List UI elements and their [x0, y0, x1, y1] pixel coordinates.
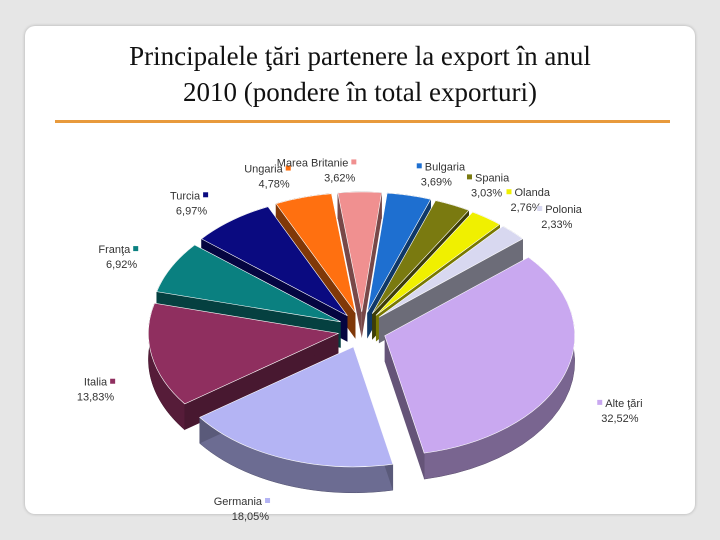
- legend-swatch-marea-britanie: [351, 159, 357, 165]
- slice-marea-britanie: [337, 191, 382, 313]
- label-name-polonia: Polonia: [545, 204, 583, 216]
- slice-italia: [148, 302, 340, 405]
- label-bulgaria: Bulgaria 3,69%: [416, 161, 466, 188]
- label-value-spania: 3,03%: [471, 187, 502, 199]
- slice-spania: [371, 200, 470, 314]
- label-value-marea-britanie: 3,62%: [324, 172, 355, 184]
- label-ungaria: Ungaria 4,78%: [244, 164, 291, 191]
- label-name-alte-tari: Alte ţări: [605, 398, 642, 410]
- slice-turcia: [200, 206, 348, 316]
- label-name-germania: Germania: [214, 496, 263, 508]
- title-line-2: 2010 (pondere în total exporturi): [183, 77, 537, 107]
- slice-cut-marea-britanie-0: [337, 192, 362, 339]
- label-value-alte-tari: 32,52%: [601, 413, 639, 425]
- label-value-turcia: 6,97%: [176, 205, 207, 217]
- label-name-italia: Italia: [84, 377, 108, 389]
- legend-swatch-alte-tari: [597, 399, 603, 405]
- label-marea-britanie: Marea Britanie 3,62%: [277, 157, 357, 184]
- slice-bulgaria: [366, 192, 432, 313]
- label-name-olanda: Olanda: [514, 187, 550, 199]
- label-value-germania: 18,05%: [232, 511, 270, 523]
- title-divider: [55, 120, 670, 123]
- label-germania: Germania 18,05%: [214, 496, 271, 523]
- slice-olanda: [375, 211, 501, 316]
- slice-cut-alte-tari-1: [384, 335, 425, 480]
- slice-alte-tari: [384, 256, 576, 454]
- label-franta: Franţa 6,92%: [98, 244, 139, 271]
- legend-swatch-franta: [133, 246, 139, 252]
- slice-polonia: [378, 225, 524, 318]
- label-olanda: Olanda 2,76%: [506, 187, 551, 214]
- title-line-1: Principalele ţări partenere la export în…: [129, 41, 591, 71]
- slice-cut-italia-0: [184, 333, 339, 430]
- label-value-polonia: 2,33%: [541, 219, 572, 231]
- legend-swatch-polonia: [537, 205, 543, 211]
- label-italia: Italia 13,83%: [77, 377, 116, 404]
- slice-germania: [199, 346, 394, 468]
- legend-swatch-italia: [110, 378, 116, 384]
- slice-ungaria: [275, 193, 356, 313]
- label-value-franta: 6,92%: [106, 259, 137, 271]
- legend-swatch-ungaria: [285, 165, 291, 171]
- label-name-bulgaria: Bulgaria: [425, 161, 466, 173]
- label-name-turcia: Turcia: [170, 190, 201, 202]
- legend-swatch-olanda: [506, 189, 512, 195]
- legend-swatch-germania: [265, 497, 271, 503]
- slide-title: Principalele ţări partenere la export în…: [25, 38, 695, 110]
- slice-cut-marea-britanie-1: [361, 192, 382, 339]
- slice-franta: [156, 244, 341, 323]
- label-polonia: Polonia 2,33%: [537, 204, 583, 231]
- label-value-bulgaria: 3,69%: [421, 176, 452, 188]
- label-value-italia: 13,83%: [77, 392, 115, 404]
- label-name-franta: Franţa: [98, 244, 131, 256]
- legend-swatch-bulgaria: [416, 163, 422, 169]
- label-name-spania: Spania: [475, 172, 510, 184]
- label-value-ungaria: 4,78%: [259, 179, 290, 191]
- label-name-ungaria: Ungaria: [244, 164, 283, 176]
- legend-swatch-turcia: [203, 192, 209, 198]
- label-spania: Spania 3,03%: [466, 172, 510, 199]
- slice-cut-polonia-1: [378, 238, 523, 344]
- label-alte-tari: Alte ţări 32,52%: [597, 398, 643, 425]
- label-turcia: Turcia 6,97%: [170, 190, 209, 217]
- label-value-olanda: 2,76%: [510, 202, 541, 214]
- label-name-marea-britanie: Marea Britanie: [277, 157, 349, 169]
- legend-swatch-spania: [466, 174, 472, 180]
